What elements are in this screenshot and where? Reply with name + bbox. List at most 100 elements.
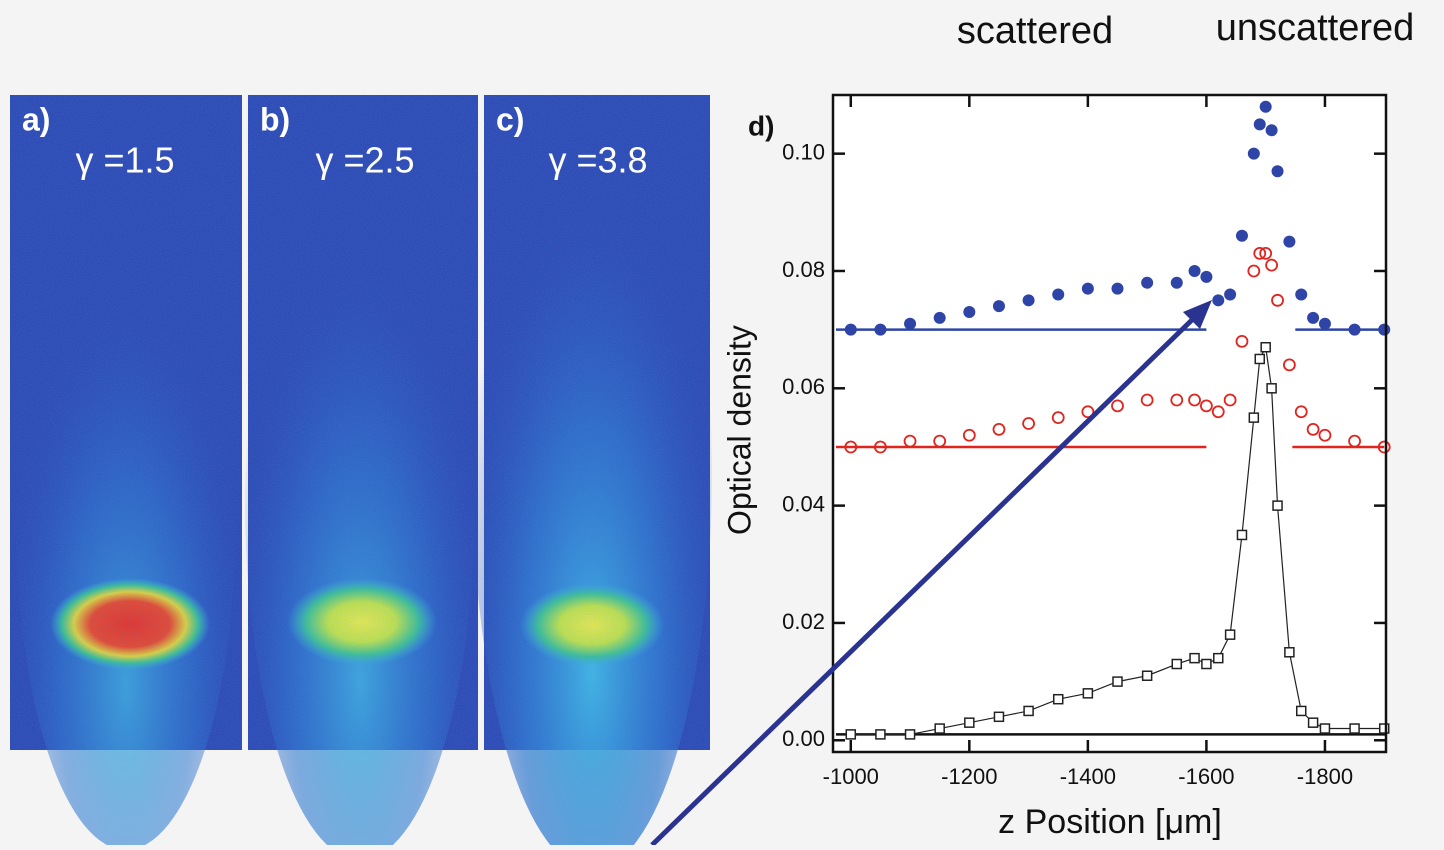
point — [1170, 276, 1183, 289]
y-tick-label: 0.00 — [782, 726, 825, 751]
point — [845, 729, 857, 740]
x-tick-label: -1800 — [1297, 764, 1353, 789]
point — [1223, 393, 1237, 407]
point — [1272, 500, 1283, 511]
point — [1224, 629, 1236, 640]
x-axis-label: z Position [μm] — [998, 803, 1222, 841]
point — [993, 711, 1005, 723]
y-axis-label: Optical density — [721, 325, 757, 535]
point — [1348, 323, 1361, 336]
point — [962, 428, 976, 442]
point — [874, 440, 887, 454]
panel-b: b) γ =2.5 — [245, 95, 478, 850]
point — [1111, 399, 1124, 413]
point — [904, 317, 917, 330]
point — [1141, 670, 1153, 681]
noise — [248, 95, 478, 750]
point — [1265, 124, 1278, 137]
point — [1295, 288, 1308, 301]
panel-c: c) γ =3.8 — [472, 70, 712, 850]
x-tick-label: -1000 — [823, 764, 879, 789]
point — [1247, 264, 1261, 278]
point — [1318, 317, 1331, 330]
point — [1235, 334, 1249, 348]
point — [1052, 288, 1065, 301]
y-tick-label: 0.06 — [782, 374, 825, 399]
series-line — [850, 345, 1385, 736]
point — [1022, 417, 1035, 430]
point — [1265, 258, 1279, 272]
point — [903, 434, 917, 448]
arrow — [650, 300, 1212, 847]
point — [1319, 723, 1331, 734]
point — [874, 323, 887, 336]
panel-a: a) γ =1.5 — [10, 95, 242, 850]
top-label: unscattered — [1216, 7, 1415, 49]
point — [1283, 235, 1296, 248]
point — [1189, 652, 1200, 664]
point — [992, 422, 1006, 436]
point — [1112, 676, 1123, 687]
point — [1082, 688, 1094, 699]
point — [1295, 705, 1307, 717]
point — [1224, 288, 1237, 301]
arrow-head — [1183, 300, 1212, 329]
point — [1271, 165, 1284, 178]
noise — [484, 95, 710, 750]
point — [1282, 358, 1296, 372]
y-tick-label: 0.02 — [782, 609, 825, 634]
point — [844, 323, 857, 336]
y-tick-label: 0.08 — [782, 257, 825, 282]
point — [1051, 411, 1065, 425]
point — [1253, 246, 1267, 260]
x-tick-label: -1200 — [941, 764, 997, 789]
point — [844, 440, 858, 454]
plot-frame — [831, 93, 1388, 754]
point — [1248, 412, 1260, 423]
point — [1171, 658, 1183, 670]
arrow-shaft — [650, 314, 1198, 847]
image-panels: a) γ =1.5 b) γ =2.5 c) γ =3.8 — [10, 70, 712, 850]
point — [1271, 293, 1284, 307]
point — [933, 311, 946, 324]
point — [1052, 693, 1064, 705]
point — [1247, 147, 1260, 160]
point — [1266, 383, 1277, 394]
point — [1259, 100, 1272, 113]
point — [1081, 405, 1095, 419]
panel-label: a) — [22, 101, 50, 137]
point — [1349, 723, 1360, 734]
point — [1188, 264, 1201, 277]
point — [934, 723, 945, 734]
point — [1260, 341, 1271, 353]
point — [1377, 440, 1391, 454]
plot — [833, 95, 1391, 752]
point — [1170, 393, 1184, 407]
gamma-label: γ =1.5 — [75, 140, 174, 181]
point — [1212, 294, 1225, 307]
point — [1188, 393, 1201, 407]
point — [1378, 723, 1390, 734]
point — [1294, 405, 1308, 419]
point — [964, 717, 975, 728]
point — [1111, 282, 1124, 295]
point — [1213, 652, 1224, 664]
point — [1284, 647, 1295, 658]
top-label: scattered — [957, 10, 1113, 52]
gamma-label: γ =2.5 — [315, 140, 414, 181]
point — [1318, 428, 1332, 442]
point — [1253, 118, 1266, 131]
y-tick-label: 0.10 — [782, 139, 825, 164]
point — [992, 300, 1005, 313]
panel-label: b) — [260, 101, 290, 137]
point — [1200, 399, 1213, 413]
point — [904, 729, 916, 740]
point — [1235, 229, 1248, 242]
point — [1259, 246, 1273, 260]
x-tick-label: -1400 — [1060, 764, 1116, 789]
point — [1141, 276, 1154, 289]
point — [1306, 422, 1320, 436]
point — [1022, 294, 1035, 307]
